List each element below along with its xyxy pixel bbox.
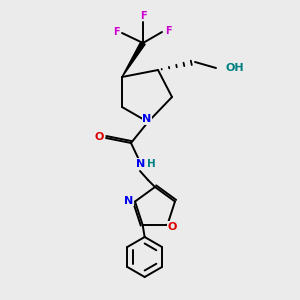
Text: N: N: [136, 159, 146, 169]
Text: O: O: [168, 222, 177, 232]
Text: O: O: [94, 132, 104, 142]
Text: F: F: [140, 11, 146, 21]
Text: N: N: [142, 114, 152, 124]
Text: OH: OH: [225, 63, 244, 73]
Polygon shape: [122, 42, 145, 77]
Text: F: F: [165, 26, 171, 36]
Text: F: F: [113, 27, 119, 37]
Text: H: H: [147, 159, 155, 169]
Text: N: N: [124, 196, 134, 206]
